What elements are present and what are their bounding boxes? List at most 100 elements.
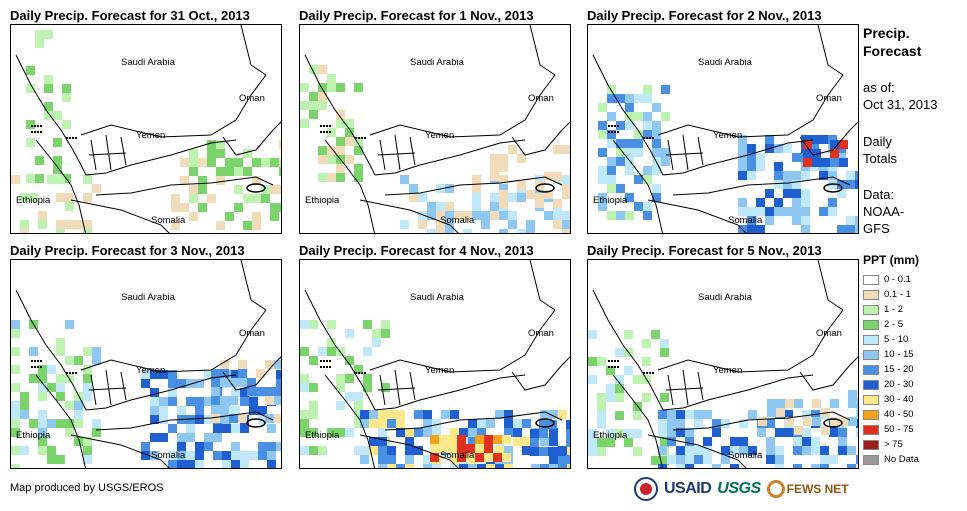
- asof-block: as of: Oct 31, 2013: [863, 79, 937, 113]
- legend-swatch: [863, 409, 879, 420]
- label-saudi-arabia: Saudi Arabia: [698, 57, 753, 68]
- agency-logos: USAID USGS FEWS NET: [634, 474, 849, 504]
- ppt-legend: PPT (mm) 0 - 0.1 0.1 - 1 1 - 2 2 - 5 5 - 10 1…: [863, 253, 919, 467]
- legend-swatch: [863, 439, 879, 450]
- label-somalia: Somalia: [151, 215, 186, 226]
- label-yemen: Yemen: [713, 130, 742, 141]
- legend-item: 40 - 50: [863, 407, 919, 422]
- label-ethiopia: Ethiopia: [305, 430, 340, 441]
- daily-block: Daily Totals: [863, 133, 897, 167]
- legend-item: 10 - 15: [863, 347, 919, 362]
- legend-item: > 75: [863, 437, 919, 452]
- legend-item: No Data: [863, 452, 919, 467]
- legend-title: PPT (mm): [863, 253, 920, 267]
- precip-cells: [300, 320, 570, 468]
- label-somalia: Somalia: [728, 450, 763, 461]
- legend-item: 15 - 20: [863, 362, 919, 377]
- fews-net-logo: FEWS NET: [766, 480, 849, 498]
- panel-title-4: Daily Precip. Forecast for 3 Nov., 2013: [10, 243, 245, 258]
- legend-label: 2 - 5: [884, 319, 904, 330]
- legend-item: 5 - 10: [863, 332, 919, 347]
- panel-title-2: Daily Precip. Forecast for 1 Nov., 2013: [299, 8, 534, 23]
- legend-label: 50 - 75: [884, 424, 914, 435]
- data-line-2: NOAA-: [863, 204, 905, 219]
- precip-cells: [588, 330, 858, 468]
- label-somalia: Somalia: [151, 450, 186, 461]
- panel-title-3: Daily Precip. Forecast for 2 Nov., 2013: [587, 8, 822, 23]
- country-borders: [592, 260, 858, 468]
- legend-item: 1 - 2: [863, 302, 919, 317]
- label-yemen: Yemen: [136, 365, 165, 376]
- map-canvas-3: Saudi Arabia Oman Yemen Ethiopia Somalia: [592, 25, 858, 233]
- daily-line-2: Totals: [863, 151, 897, 166]
- heading-line-2: Forecast: [863, 43, 922, 59]
- legend-swatch: [863, 364, 879, 375]
- legend-label: No Data: [884, 454, 919, 465]
- legend-swatch: [863, 334, 879, 345]
- legend-swatch: [863, 304, 879, 315]
- label-oman: Oman: [816, 93, 842, 104]
- map-canvas-4: Saudi Arabia Oman Yemen Ethiopia Somalia: [11, 260, 281, 468]
- panel-title-1: Daily Precip. Forecast for 31 Oct., 2013: [10, 8, 250, 23]
- legend-item: 50 - 75: [863, 422, 919, 437]
- label-saudi-arabia: Saudi Arabia: [698, 292, 753, 303]
- label-somalia: Somalia: [728, 215, 763, 226]
- legend-swatch: [863, 394, 879, 405]
- label-somalia: Somalia: [440, 215, 475, 226]
- legend-item: 0 - 0.1: [863, 272, 919, 287]
- legend-swatch: [863, 349, 879, 360]
- legend-label: 5 - 10: [884, 334, 909, 345]
- data-source-block: Data: NOAA- GFS: [863, 186, 904, 237]
- legend-label: 30 - 40: [884, 394, 914, 405]
- precip-cells: [300, 65, 570, 233]
- legend-label: 40 - 50: [884, 409, 914, 420]
- label-oman: Oman: [239, 328, 265, 339]
- panel-title-6: Daily Precip. Forecast for 5 Nov., 2013: [587, 243, 822, 258]
- legend-swatch: [863, 274, 879, 285]
- data-line-3: GFS: [863, 221, 890, 236]
- panel-title-5: Daily Precip. Forecast for 4 Nov., 2013: [299, 243, 534, 258]
- sidebar-heading: Precip. Forecast: [863, 24, 921, 60]
- map-canvas-2: Saudi Arabia Oman Yemen Ethiopia Somalia: [300, 25, 570, 233]
- label-oman: Oman: [528, 328, 554, 339]
- label-yemen: Yemen: [425, 130, 454, 141]
- forecast-map-5: Saudi Arabia Oman Yemen Ethiopia Somalia: [299, 259, 571, 469]
- usaid-logo: USAID: [664, 480, 712, 497]
- heading-line-1: Precip.: [863, 25, 910, 41]
- label-ethiopia: Ethiopia: [593, 430, 628, 441]
- data-label: Data:: [863, 187, 895, 202]
- country-borders: [592, 25, 858, 233]
- forecast-map-1: Saudi Arabia Oman Yemen Ethiopia Somalia: [10, 24, 282, 234]
- country-borders: [304, 260, 570, 468]
- legend-item: 2 - 5: [863, 317, 919, 332]
- label-ethiopia: Ethiopia: [305, 195, 340, 206]
- label-ethiopia: Ethiopia: [593, 195, 628, 206]
- legend-swatch: [863, 454, 879, 465]
- legend-swatch: [863, 319, 879, 330]
- asof-label: as of:: [863, 80, 895, 95]
- precip-cells: [11, 320, 281, 468]
- usgs-logo: USGS: [717, 480, 761, 497]
- legend-item: 20 - 30: [863, 377, 919, 392]
- label-yemen: Yemen: [136, 130, 165, 141]
- label-oman: Oman: [816, 328, 842, 339]
- forecast-map-2: Saudi Arabia Oman Yemen Ethiopia Somalia: [299, 24, 571, 234]
- legend-label: 0.1 - 1: [884, 289, 911, 300]
- legend-label: 20 - 30: [884, 379, 914, 390]
- map-canvas-5: Saudi Arabia Oman Yemen Ethiopia Somalia: [300, 260, 570, 468]
- legend-label: 1 - 2: [884, 304, 904, 315]
- precip-cells: [11, 30, 281, 233]
- forecast-map-6: Saudi Arabia Oman Yemen Ethiopia Somalia: [587, 259, 859, 469]
- label-saudi-arabia: Saudi Arabia: [410, 292, 465, 303]
- legend-item: 0.1 - 1: [863, 287, 919, 302]
- legend-label: 0 - 0.1: [884, 274, 911, 285]
- label-oman: Oman: [239, 93, 265, 104]
- legend-label: 10 - 15: [884, 349, 914, 360]
- fews-globe-icon: [766, 480, 785, 498]
- asof-date: Oct 31, 2013: [863, 97, 938, 112]
- country-borders: [15, 25, 281, 233]
- label-yemen: Yemen: [425, 365, 454, 376]
- country-borders: [304, 25, 570, 233]
- fews-net-text: FEWS NET: [786, 482, 849, 496]
- legend-label: > 75: [884, 439, 903, 450]
